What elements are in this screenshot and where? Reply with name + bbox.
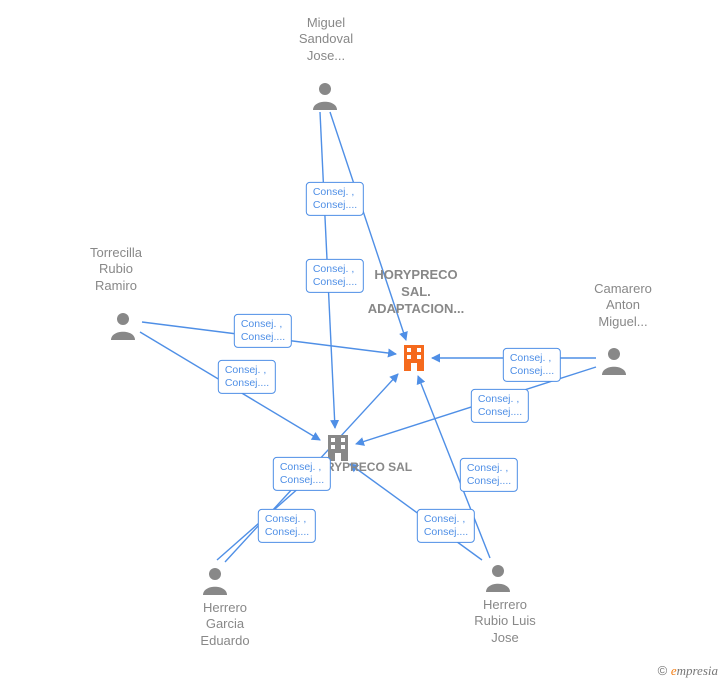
brand-rest: mpresia — [677, 663, 718, 678]
edge-label-miguel-co[interactable]: Consej. ,Consej.... — [306, 259, 364, 293]
edge-label-miguel-center[interactable]: Consej. ,Consej.... — [306, 182, 364, 216]
edges-layer — [0, 0, 728, 685]
person-label-miguel: MiguelSandovalJose... — [299, 15, 353, 64]
edge-label-camarero-co[interactable]: Consej. ,Consej.... — [471, 389, 529, 423]
edge-label-herrero-r-co[interactable]: Consej. ,Consej.... — [417, 509, 475, 543]
person-icon-camarero[interactable] — [599, 345, 629, 375]
person-label-torrecilla: TorrecillaRubioRamiro — [90, 245, 142, 294]
person-icon-herrero-r[interactable] — [483, 562, 513, 592]
building-icon-orange[interactable] — [400, 343, 428, 373]
edge-label-herrero-r-center[interactable]: Consej. ,Consej.... — [460, 458, 518, 492]
person-label-camarero: CamareroAntonMiguel... — [594, 281, 652, 330]
edge-label-torrecilla-co[interactable]: Consej. ,Consej.... — [218, 360, 276, 394]
person-icon-herrero-g[interactable] — [200, 565, 230, 595]
center-company-label: HORYPRECOSAL.ADAPTACION... — [368, 267, 465, 318]
copyright-symbol: © — [658, 663, 668, 678]
edge-label-torrecilla-center[interactable]: Consej. ,Consej.... — [234, 314, 292, 348]
person-icon-miguel[interactable] — [310, 80, 340, 110]
edge-label-herrero-g-co[interactable]: Consej. ,Consej.... — [258, 509, 316, 543]
person-label-herrero-r: HerreroRubio LuisJose — [474, 597, 535, 646]
person-label-herrero-g: HerreroGarciaEduardo — [200, 600, 249, 649]
edge-label-herrero-g-center[interactable]: Consej. ,Consej.... — [273, 457, 331, 491]
copyright: © empresia — [658, 663, 718, 679]
edge-label-camarero-center[interactable]: Consej. ,Consej.... — [503, 348, 561, 382]
person-icon-torrecilla[interactable] — [108, 310, 138, 340]
